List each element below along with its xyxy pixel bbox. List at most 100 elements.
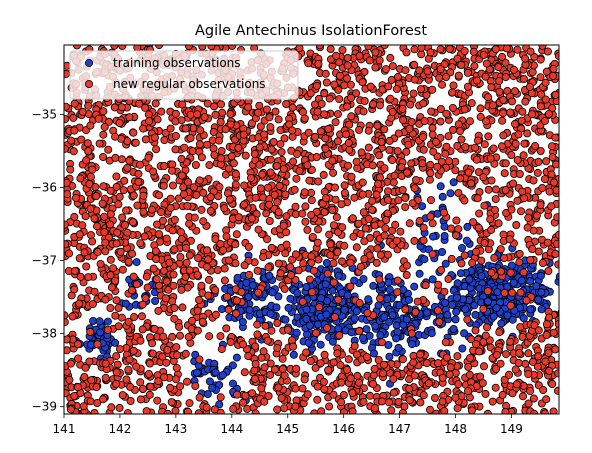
- regular-point: [86, 204, 95, 213]
- regular-point: [480, 140, 489, 149]
- regular-point: [211, 310, 220, 319]
- regular-point: [444, 132, 453, 141]
- regular-point: [396, 227, 405, 236]
- y-tick-label: −36: [32, 180, 57, 194]
- regular-point: [282, 240, 291, 249]
- regular-point: [205, 161, 214, 170]
- regular-point: [171, 406, 180, 414]
- regular-point: [112, 172, 121, 181]
- regular-point: [547, 202, 556, 211]
- regular-point: [340, 181, 349, 190]
- regular-point: [117, 313, 126, 322]
- regular-point: [437, 265, 446, 274]
- regular-point: [178, 100, 187, 109]
- regular-point: [362, 352, 371, 361]
- regular-point: [476, 372, 485, 381]
- regular-point: [411, 175, 420, 184]
- training-point: [111, 338, 120, 347]
- training-point: [365, 331, 374, 340]
- regular-point: [418, 133, 427, 142]
- regular-point: [501, 159, 510, 168]
- training-point: [317, 294, 326, 303]
- regular-point: [152, 275, 161, 284]
- x-tick-label: 149: [500, 422, 523, 436]
- regular-point: [151, 99, 160, 108]
- regular-point: [99, 182, 108, 191]
- regular-point: [223, 292, 232, 301]
- regular-point: [66, 359, 75, 368]
- regular-point: [292, 174, 301, 183]
- regular-point: [129, 128, 138, 137]
- regular-point: [475, 209, 484, 218]
- regular-point: [405, 124, 414, 133]
- regular-point: [324, 124, 333, 133]
- regular-point: [307, 196, 316, 205]
- training-point: [340, 305, 349, 314]
- regular-point: [141, 135, 150, 144]
- regular-point: [394, 397, 403, 406]
- regular-point: [481, 389, 490, 398]
- training-point: [420, 255, 429, 264]
- regular-point: [87, 231, 96, 240]
- regular-point: [491, 364, 500, 373]
- regular-point: [540, 175, 549, 184]
- regular-point: [419, 236, 428, 245]
- regular-point: [128, 249, 137, 258]
- regular-point: [390, 171, 399, 180]
- legend-label-regular: new regular observations: [113, 77, 266, 91]
- regular-point: [337, 398, 346, 407]
- training-point: [457, 243, 466, 252]
- regular-point: [177, 154, 186, 163]
- regular-point: [180, 143, 189, 152]
- regular-point: [499, 109, 508, 118]
- regular-point: [323, 269, 332, 278]
- regular-point: [154, 377, 163, 386]
- regular-point: [225, 195, 234, 204]
- regular-point: [163, 345, 172, 354]
- regular-point: [184, 332, 193, 341]
- regular-point: [324, 366, 333, 375]
- regular-point: [480, 201, 489, 210]
- regular-point: [484, 132, 493, 141]
- training-point: [508, 315, 517, 324]
- regular-point: [346, 80, 355, 89]
- regular-point: [274, 259, 283, 268]
- regular-point: [240, 200, 249, 209]
- regular-point: [76, 272, 85, 281]
- regular-point: [232, 309, 241, 318]
- training-point: [289, 350, 298, 359]
- regular-point: [428, 124, 437, 133]
- regular-point: [150, 324, 159, 333]
- regular-point: [171, 117, 180, 126]
- regular-point: [133, 201, 142, 210]
- regular-point: [436, 117, 445, 126]
- regular-point: [473, 194, 482, 203]
- legend-marker-regular: [85, 80, 94, 89]
- regular-point: [513, 196, 522, 205]
- training-point: [350, 314, 359, 323]
- regular-point: [426, 196, 435, 205]
- training-point: [449, 178, 458, 187]
- regular-point: [210, 102, 219, 111]
- regular-point: [115, 403, 124, 412]
- regular-point: [222, 232, 231, 241]
- regular-point: [170, 215, 179, 224]
- training-point: [347, 328, 356, 337]
- regular-point: [505, 235, 514, 244]
- regular-point: [280, 371, 289, 380]
- regular-point: [281, 249, 290, 258]
- regular-point: [250, 374, 259, 383]
- regular-point: [281, 190, 290, 199]
- regular-point: [460, 251, 469, 260]
- regular-point: [313, 225, 322, 234]
- training-point: [192, 368, 201, 377]
- regular-point: [214, 136, 223, 145]
- regular-point: [379, 360, 388, 369]
- training-point: [334, 271, 343, 280]
- regular-point: [372, 258, 381, 267]
- regular-point: [194, 295, 203, 304]
- regular-point: [545, 187, 554, 196]
- regular-point: [506, 337, 515, 346]
- regular-point: [220, 276, 229, 285]
- regular-point: [442, 109, 451, 118]
